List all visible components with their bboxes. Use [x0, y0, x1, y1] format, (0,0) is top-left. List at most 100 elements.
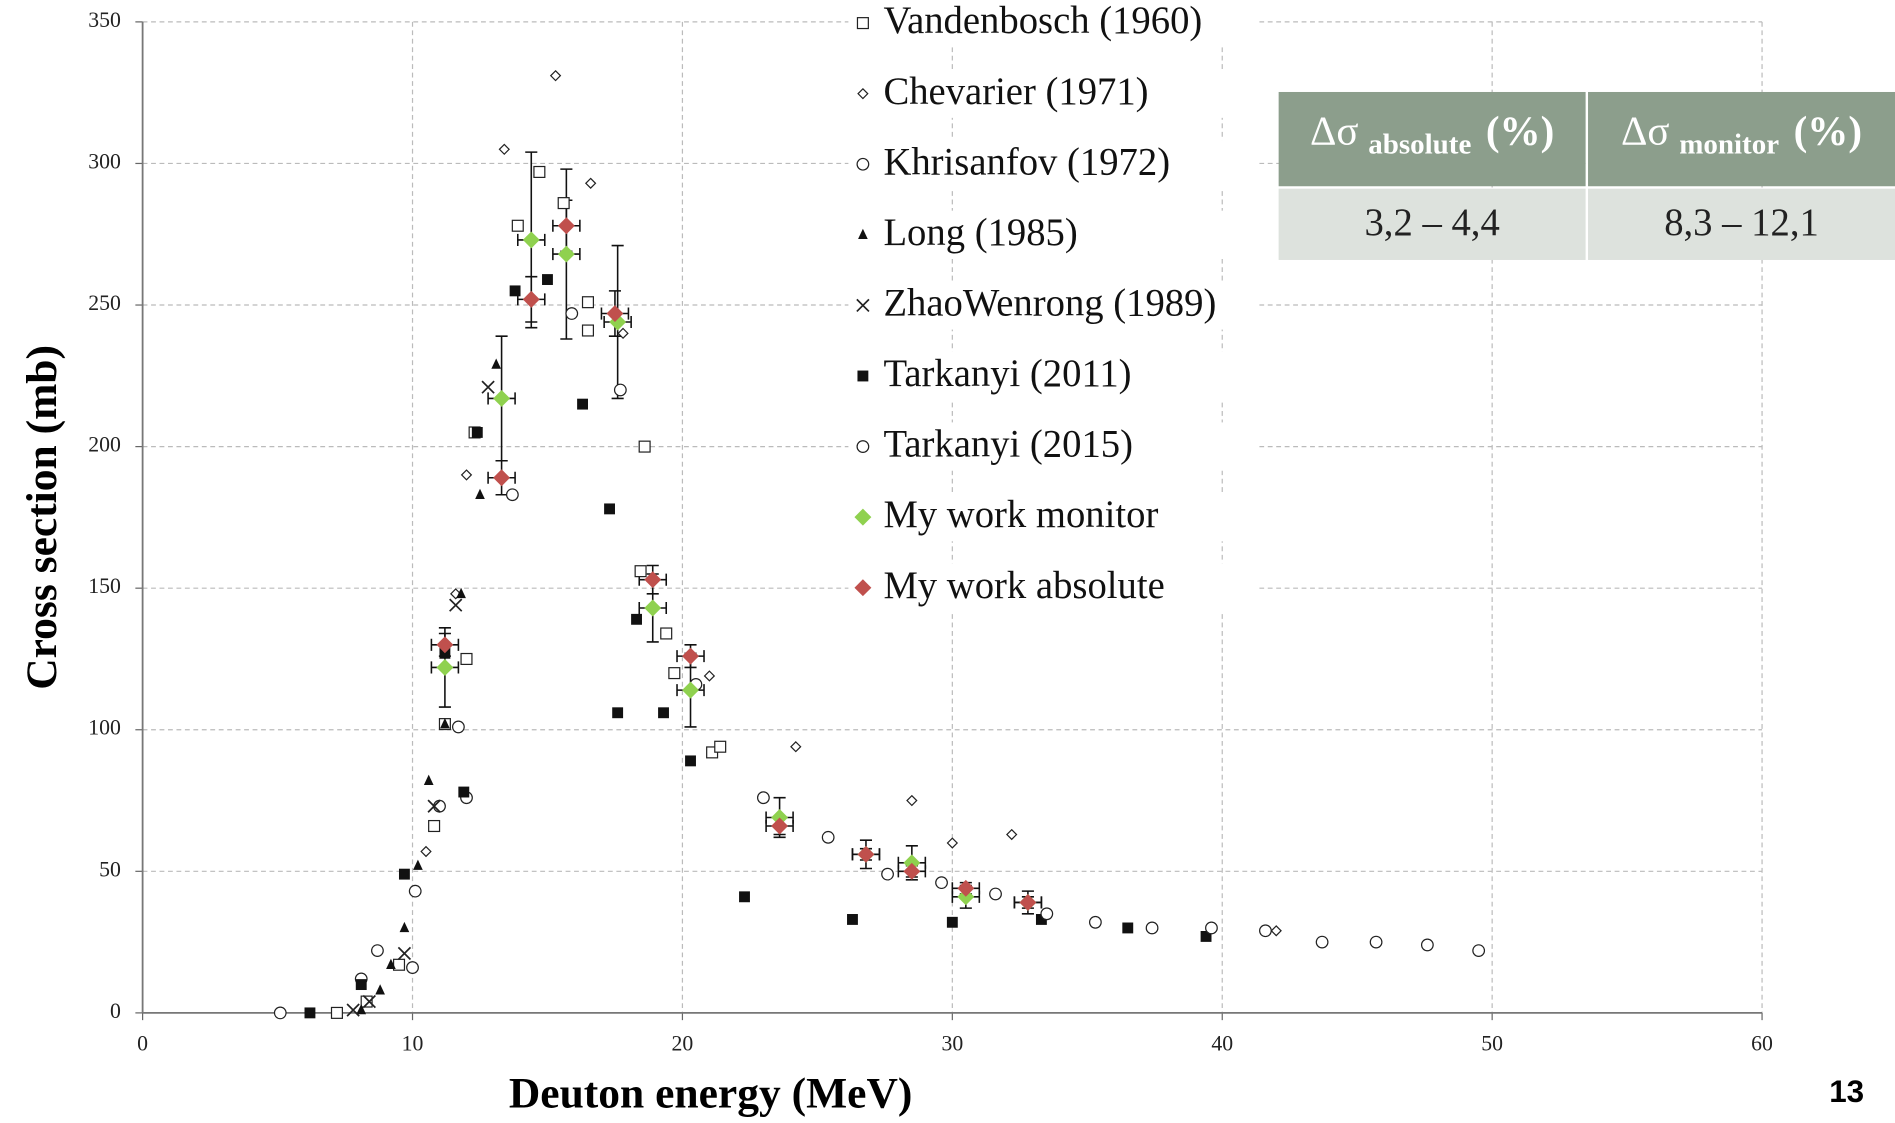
point [604, 503, 615, 515]
point [1270, 925, 1282, 937]
legend-bg [848, 422, 1260, 471]
point [355, 979, 367, 991]
point [957, 879, 975, 897]
point [989, 887, 1002, 901]
point [436, 658, 454, 676]
legend-marker [856, 17, 869, 30]
table-header-cell [1588, 91, 1895, 187]
point [771, 809, 789, 826]
legend-marker [856, 298, 870, 313]
point [557, 217, 575, 235]
point [413, 859, 423, 870]
point [557, 197, 570, 210]
legend-marker [854, 579, 872, 597]
point [612, 707, 624, 719]
point [522, 290, 540, 308]
point [682, 681, 699, 699]
point [304, 1007, 316, 1019]
point [398, 868, 410, 880]
point [375, 984, 385, 995]
point [957, 888, 975, 906]
point [360, 995, 373, 1008]
point [1122, 922, 1134, 934]
point [1040, 907, 1054, 921]
y-axis-label: Cross section (mb) [18, 345, 66, 690]
legend-bg [848, 0, 1260, 48]
legend-label: Long (1985) [883, 212, 1077, 254]
point [493, 390, 511, 407]
point [493, 469, 511, 487]
point [451, 720, 465, 734]
legend-marker [854, 508, 872, 526]
point [433, 799, 446, 813]
y-tick-label: 350 [88, 8, 121, 32]
point [617, 327, 629, 340]
header-subscript: absolute [1368, 128, 1471, 160]
point [346, 1003, 360, 1017]
point [660, 627, 673, 640]
point [1420, 938, 1434, 952]
point [1205, 921, 1218, 935]
legend-label: Vandenbosch (1960) [883, 0, 1202, 42]
point [481, 380, 495, 394]
point [450, 588, 462, 600]
point [386, 958, 396, 969]
point [581, 296, 595, 309]
point [682, 647, 699, 665]
x-tick-label: 50 [1481, 1032, 1503, 1056]
point [460, 652, 473, 666]
point [634, 565, 647, 578]
point [1145, 921, 1159, 935]
point [397, 946, 412, 961]
point [606, 305, 624, 322]
point [1019, 894, 1037, 911]
y-tick-label: 300 [88, 149, 121, 173]
legend-marker [858, 228, 868, 240]
point [644, 599, 662, 617]
point [449, 598, 463, 612]
point [456, 587, 466, 599]
point [498, 143, 510, 155]
legend-marker [857, 87, 869, 100]
point [1259, 924, 1272, 938]
legend-marker [856, 157, 870, 171]
point [1088, 915, 1102, 929]
point [549, 69, 562, 82]
point [703, 670, 716, 682]
point [1200, 931, 1212, 942]
point [460, 469, 473, 481]
legend-bg [848, 351, 1260, 401]
header-unit: (%) [1794, 108, 1862, 154]
point [881, 867, 894, 881]
legend-label: Chevarier (1971) [883, 71, 1148, 113]
legend-label: Tarkanyi (2015) [883, 424, 1133, 466]
header-subscript: monitor [1679, 128, 1779, 160]
point [458, 786, 470, 798]
x-tick-label: 10 [402, 1032, 424, 1056]
table-cell-text: 8,3 – 12,1 [1664, 202, 1819, 244]
legend-label: My work monitor [883, 494, 1158, 536]
point [399, 921, 410, 933]
point [739, 891, 750, 903]
point [771, 817, 789, 835]
point [356, 1004, 367, 1015]
table-cell-text: 3,2 – 4,4 [1364, 202, 1499, 244]
point [1369, 935, 1383, 949]
point [581, 324, 595, 337]
point [1315, 935, 1329, 949]
point [542, 274, 553, 285]
header-symbol: Δσ [1621, 108, 1670, 154]
legend-bg [848, 140, 1260, 189]
point [371, 944, 384, 958]
point [362, 994, 376, 1009]
x-tick-label: 30 [941, 1032, 963, 1056]
point [756, 791, 770, 805]
legend-label: Tarkanyi (2011) [883, 353, 1131, 395]
point [1006, 828, 1018, 841]
point [522, 231, 540, 249]
point [330, 1006, 343, 1019]
point [440, 718, 450, 729]
x-tick-label: 0 [137, 1032, 148, 1056]
